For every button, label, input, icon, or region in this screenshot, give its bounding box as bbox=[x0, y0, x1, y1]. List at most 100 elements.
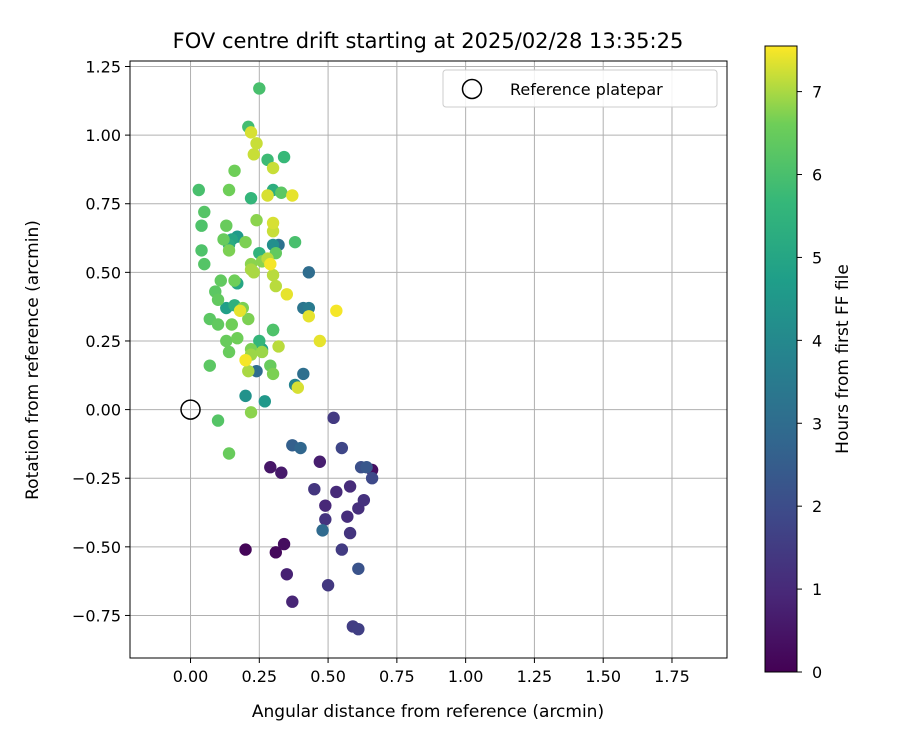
scatter-point bbox=[247, 266, 261, 279]
scatter-point bbox=[352, 562, 365, 575]
scatter-point bbox=[294, 441, 307, 455]
scatter-point bbox=[198, 257, 211, 271]
chart-title: FOV centre drift starting at 2025/02/28 … bbox=[173, 29, 684, 53]
plot-frame bbox=[129, 60, 728, 659]
scatter-point bbox=[266, 216, 280, 230]
scatter-point bbox=[264, 257, 277, 271]
scatter-point bbox=[302, 266, 316, 279]
colorbar-tick-label: 1 bbox=[812, 580, 822, 599]
scatter-point bbox=[266, 268, 280, 282]
scatter-point bbox=[233, 304, 247, 317]
scatter-point bbox=[198, 205, 211, 219]
x-tick-label: 1.00 bbox=[448, 667, 484, 686]
scatter-point bbox=[327, 411, 340, 425]
legend-box bbox=[442, 69, 718, 108]
scatter-point bbox=[277, 537, 291, 551]
scatter-point bbox=[222, 447, 236, 460]
scatter-point bbox=[308, 482, 321, 496]
scatter-point bbox=[335, 543, 349, 556]
y-tick-label: −0.25 bbox=[72, 469, 121, 488]
scatter-point bbox=[341, 510, 354, 523]
scatter-point bbox=[244, 126, 258, 139]
plot-area bbox=[130, 61, 727, 658]
x-tick-label: 1.25 bbox=[517, 667, 553, 686]
x-axis-ticks: 0.00 0.25 0.50 0.75 1.00 1.25 1.50 1.75 bbox=[173, 658, 690, 686]
scatter-point bbox=[266, 161, 280, 175]
scatter-point bbox=[253, 82, 266, 95]
scatter-point bbox=[266, 367, 280, 381]
scatter-point bbox=[242, 364, 255, 378]
y-tick-label: −0.50 bbox=[72, 538, 121, 557]
scatter-point bbox=[330, 485, 343, 499]
scatter-point bbox=[239, 235, 252, 249]
scatter-point bbox=[277, 150, 291, 164]
y-tick-label: −0.75 bbox=[72, 606, 121, 625]
scatter-point bbox=[253, 334, 266, 348]
scatter-point bbox=[255, 345, 269, 359]
y-tick-label: 0.25 bbox=[85, 332, 121, 351]
scatter-point bbox=[195, 244, 208, 257]
scatter-point bbox=[286, 189, 299, 202]
x-tick-label: 1.75 bbox=[654, 667, 690, 686]
scatter-point bbox=[313, 334, 327, 348]
scatter-point bbox=[280, 288, 294, 301]
scatter-point bbox=[228, 164, 241, 177]
x-tick-label: 0.75 bbox=[379, 667, 415, 686]
scatter-point bbox=[264, 461, 277, 474]
y-tick-label: 0.75 bbox=[85, 195, 121, 214]
colorbar-tick-label: 4 bbox=[812, 331, 822, 350]
scatter-point bbox=[330, 304, 343, 317]
scatter-point bbox=[280, 568, 294, 581]
scatter-point bbox=[220, 219, 233, 232]
scatter-point bbox=[297, 367, 310, 381]
colorbar-tick-label: 5 bbox=[812, 248, 822, 267]
scatter-point bbox=[286, 595, 299, 608]
scatter-point bbox=[316, 524, 329, 537]
x-tick-label: 0.00 bbox=[173, 667, 209, 686]
scatter-point bbox=[250, 137, 263, 150]
scatter-point bbox=[211, 293, 225, 306]
scatter-point bbox=[214, 274, 227, 287]
colorbar-tick-label: 3 bbox=[812, 414, 822, 433]
scatter-point bbox=[225, 318, 238, 331]
scatter-point bbox=[302, 310, 316, 323]
scatter-point bbox=[357, 493, 371, 507]
scatter-point bbox=[365, 472, 379, 485]
scatter-point bbox=[258, 395, 272, 408]
x-tick-label: 0.25 bbox=[241, 667, 277, 686]
scatter-point bbox=[222, 183, 236, 197]
colorbar: 0 1 2 3 4 5 6 7 Hours from first FF file bbox=[764, 45, 853, 682]
y-tick-label: 1.00 bbox=[85, 126, 121, 145]
y-tick-label: 0.50 bbox=[85, 263, 121, 282]
x-tick-label: 1.50 bbox=[585, 667, 621, 686]
scatter-point bbox=[343, 480, 357, 493]
colorbar-gradient bbox=[764, 45, 798, 673]
scatter-point bbox=[319, 513, 332, 526]
scatter-point bbox=[242, 312, 255, 326]
scatter-point bbox=[335, 441, 349, 455]
x-tick-label: 0.50 bbox=[310, 667, 346, 686]
y-tick-label: 1.25 bbox=[85, 57, 121, 76]
colorbar-ticks: 0 1 2 3 4 5 6 7 bbox=[797, 83, 822, 682]
legend: Reference platepar bbox=[442, 69, 718, 108]
scatter-point bbox=[319, 499, 332, 512]
scatter-point bbox=[203, 359, 216, 372]
grid bbox=[130, 61, 727, 658]
colorbar-label: Hours from first FF file bbox=[833, 264, 853, 454]
x-axis-label: Angular distance from reference (arcmin) bbox=[252, 702, 604, 722]
y-tick-label: 0.00 bbox=[85, 401, 121, 420]
scatter-point bbox=[211, 414, 225, 427]
scatter-point bbox=[266, 323, 280, 337]
colorbar-tick-label: 2 bbox=[812, 497, 822, 516]
scatter-point bbox=[288, 235, 302, 249]
scatter-point bbox=[250, 214, 263, 227]
scatter-point bbox=[261, 189, 274, 202]
scatter-point bbox=[217, 233, 230, 246]
scatter-point bbox=[247, 148, 261, 161]
scatter-point bbox=[239, 353, 252, 367]
scatter-point bbox=[222, 345, 236, 359]
scatter-point bbox=[192, 183, 205, 197]
scatter-point bbox=[222, 244, 236, 257]
scatter-point bbox=[272, 340, 285, 353]
data-points bbox=[192, 82, 379, 636]
